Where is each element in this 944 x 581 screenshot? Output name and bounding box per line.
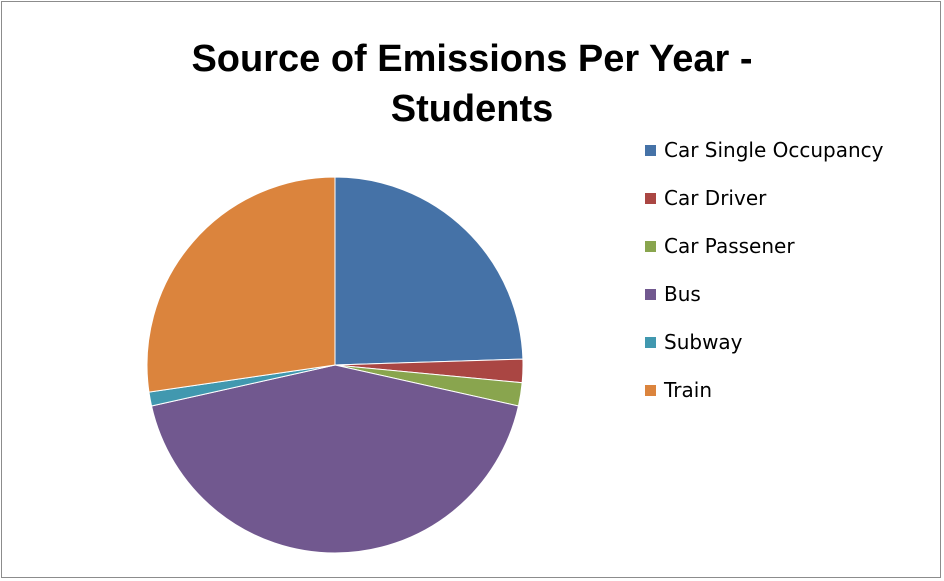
legend-label: Car Single Occupancy <box>664 138 884 162</box>
pie-slices <box>146 176 524 554</box>
legend-item: Train <box>645 366 884 414</box>
legend-swatch <box>645 384 656 396</box>
legend-swatch <box>645 192 656 204</box>
pie-slice-bus <box>150 364 520 554</box>
pie-slice-train <box>146 176 336 393</box>
legend: Car Single Occupancy Car Driver Car Passen… <box>645 126 884 414</box>
chart-title: Source of Emissions Per Year - Students <box>191 38 753 130</box>
pie-slice-car-single-occupancy <box>334 176 524 366</box>
legend-swatch <box>645 144 656 156</box>
legend-label: Bus <box>664 282 701 306</box>
legend-label: Car Passener <box>664 234 795 258</box>
legend-item: Car Driver <box>645 174 884 222</box>
legend-label: Car Driver <box>664 186 767 210</box>
legend-item: Car Single Occupancy <box>645 126 884 174</box>
legend-swatch <box>645 288 656 300</box>
legend-item: Car Passener <box>645 222 884 270</box>
legend-swatch <box>645 240 656 252</box>
legend-item: Bus <box>645 270 884 318</box>
legend-label: Subway <box>664 330 743 354</box>
legend-item: Subway <box>645 318 884 366</box>
legend-label: Train <box>664 378 712 402</box>
legend-swatch <box>645 336 656 348</box>
